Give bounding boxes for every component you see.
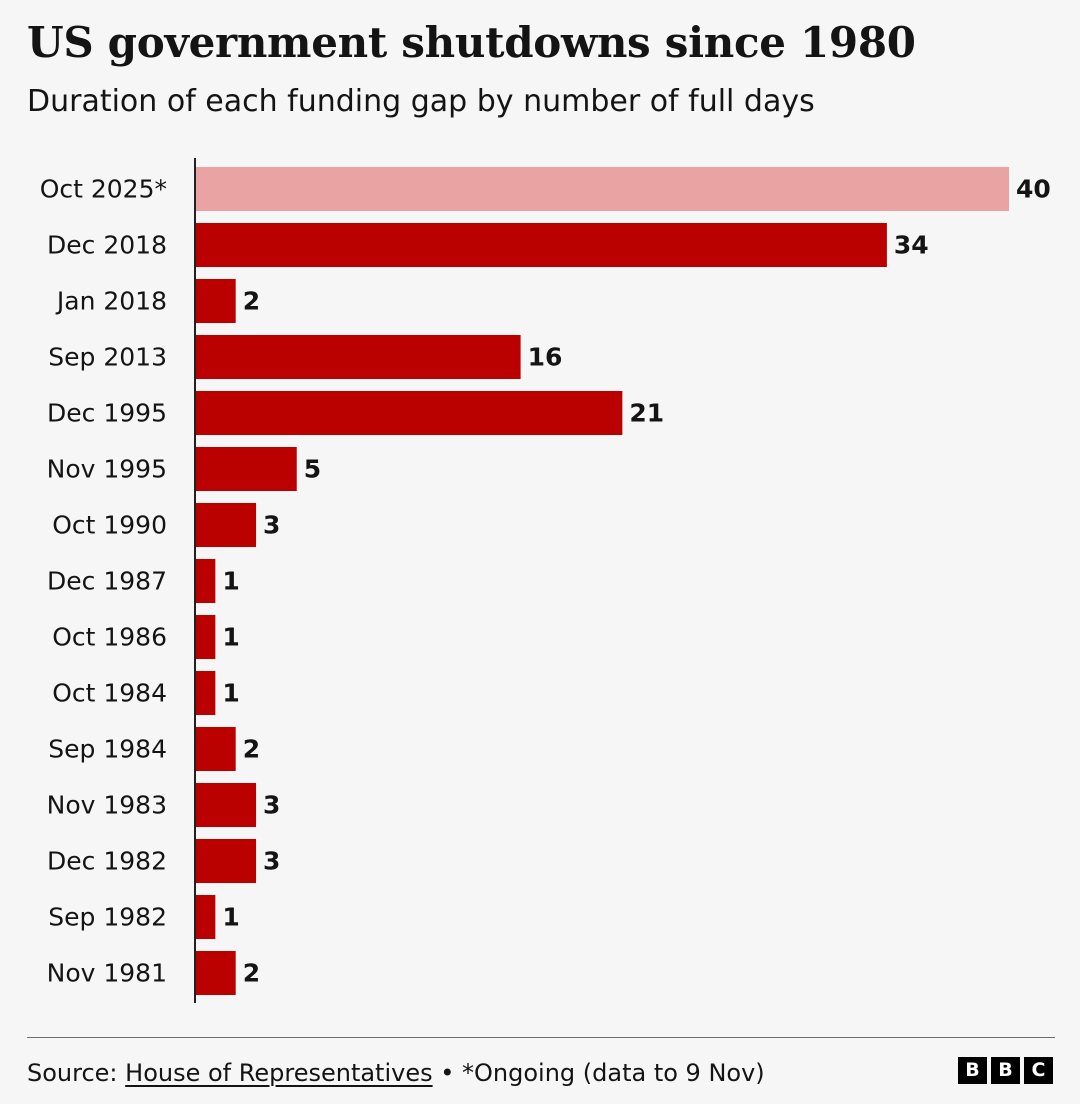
category-label: Nov 1983 (47, 791, 167, 820)
category-label: Dec 1987 (47, 567, 167, 596)
value-label: 1 (222, 903, 239, 932)
bar (195, 167, 1009, 211)
bar (195, 391, 623, 435)
bar (195, 503, 257, 547)
value-label: 40 (1016, 175, 1051, 204)
source-link[interactable]: House of Representatives (125, 1059, 433, 1087)
value-label: 2 (243, 287, 260, 316)
bar (195, 615, 216, 659)
category-label: Oct 2025* (40, 175, 167, 204)
category-label: Sep 1982 (48, 903, 167, 932)
value-label: 3 (263, 847, 280, 876)
value-label: 2 (243, 735, 260, 764)
category-label: Dec 2018 (47, 231, 167, 260)
category-label: Nov 1995 (47, 455, 167, 484)
value-label: 1 (222, 679, 239, 708)
bar (195, 951, 236, 995)
category-label: Oct 1990 (52, 511, 167, 540)
value-label: 1 (222, 623, 239, 652)
bar (195, 671, 216, 715)
value-label: 2 (243, 959, 260, 988)
source-note: Source: House of Representatives • *Ongo… (27, 1056, 765, 1090)
bar (195, 335, 521, 379)
bar (195, 559, 216, 603)
bar (195, 223, 887, 267)
category-label: Jan 2018 (55, 287, 167, 316)
category-label: Dec 1982 (47, 847, 167, 876)
bbc-logo-letter: B (958, 1057, 987, 1084)
value-label: 5 (304, 455, 321, 484)
category-label: Sep 2013 (48, 343, 167, 372)
bbc-logo-letter: C (1024, 1057, 1053, 1084)
bar (195, 895, 216, 939)
bar (195, 447, 297, 491)
value-label: 21 (629, 399, 664, 428)
chart-subtitle: Duration of each funding gap by number o… (27, 84, 815, 119)
value-label: 3 (263, 511, 280, 540)
bar (195, 727, 236, 771)
bbc-logo-letter: B (991, 1057, 1020, 1084)
bar (195, 279, 236, 323)
chart-area: Oct 2025* 40 Dec 2018 34 Jan 2018 2 Sep 2013 16… (0, 150, 1080, 1010)
bar-chart: Oct 2025* 40 Dec 2018 34 Jan 2018 2 Sep 2013 16… (40, 158, 1051, 1003)
bbc-logo: B B C (958, 1057, 1053, 1084)
category-label: Nov 1981 (47, 959, 167, 988)
ongoing-note: • *Ongoing (data to 9 Nov) (432, 1059, 765, 1087)
category-label: Oct 1986 (52, 623, 167, 652)
value-label: 34 (894, 231, 929, 260)
bar (195, 783, 257, 827)
bar (195, 839, 257, 883)
footer-divider (27, 1037, 1055, 1038)
value-label: 1 (222, 567, 239, 596)
category-label: Sep 1984 (48, 735, 167, 764)
value-label: 3 (263, 791, 280, 820)
category-label: Dec 1995 (47, 399, 167, 428)
category-label: Oct 1984 (52, 679, 167, 708)
source-label: Source: (27, 1059, 126, 1087)
value-label: 16 (528, 343, 563, 372)
chart-title: US government shutdowns since 1980 (27, 18, 916, 67)
